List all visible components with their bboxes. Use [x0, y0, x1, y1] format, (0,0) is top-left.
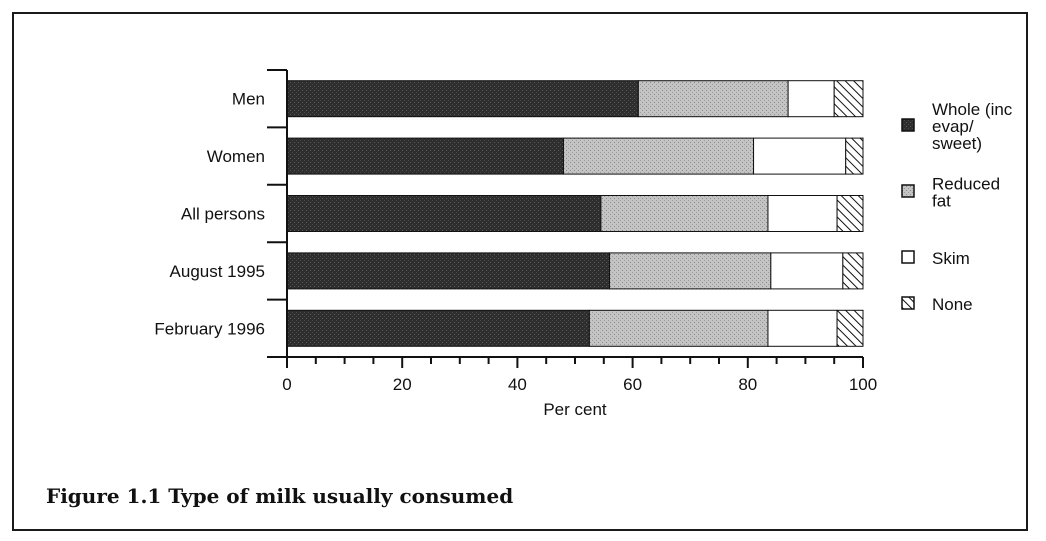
bar-segment-none-5: [836, 309, 864, 347]
legend-label: Reduced: [932, 175, 1000, 194]
y-tick-label: February 1996: [154, 319, 265, 338]
bar-segment-skim-5: [767, 309, 838, 347]
bar-segment-skim-1: [787, 80, 835, 118]
legend-label: None: [932, 295, 973, 314]
legend-label: evap/: [932, 117, 974, 136]
legend-label: Whole (inc: [932, 100, 1013, 119]
bar-segment-whole-4: [286, 252, 611, 290]
bar-segment-none-4: [842, 252, 864, 290]
legend-label: Skim: [932, 249, 970, 268]
y-tick-label: Men: [232, 90, 265, 109]
bar-segment-none-1: [833, 80, 864, 118]
figure-caption: Figure 1.1 Type of milk usually consumed: [46, 484, 514, 508]
bar-segment-whole-3: [286, 195, 602, 232]
legend-item-skim: Skim: [901, 249, 970, 268]
x-tick-label: 40: [508, 375, 527, 394]
bar-segment-whole-5: [286, 309, 590, 347]
bar-segment-reduced-4: [609, 252, 772, 290]
legend-swatch: [901, 184, 915, 198]
bar-segment-whole-2: [286, 137, 564, 175]
bar-segment-skim-2: [753, 137, 847, 175]
x-tick-label: 100: [849, 375, 877, 394]
legend-label: fat: [932, 192, 951, 211]
x-tick-label: 80: [738, 375, 757, 394]
y-tick-label: Women: [207, 147, 265, 166]
y-tick-label: August 1995: [170, 262, 265, 281]
bar-segment-skim-4: [770, 252, 844, 290]
bar-segment-reduced-5: [588, 309, 769, 347]
legend-swatch: [901, 118, 915, 132]
bar-segment-reduced-1: [637, 80, 789, 118]
bar-segment-skim-3: [767, 195, 838, 232]
x-tick-label: 0: [282, 375, 291, 394]
y-tick-label: All persons: [181, 205, 265, 224]
x-tick-label: 20: [393, 375, 412, 394]
legend-label: sweet): [932, 134, 982, 153]
bar-segment-none-3: [836, 195, 864, 232]
bar-segment-reduced-3: [600, 195, 769, 232]
bar-segment-reduced-2: [562, 137, 755, 175]
legend-item-none: None: [901, 295, 973, 314]
legend-swatch: [901, 296, 915, 310]
legend-swatch: [901, 250, 915, 264]
bar-segment-none-2: [845, 137, 864, 175]
stacked-bar-chart: Men Women All persons August 1995 February 1…: [154, 69, 1013, 419]
figure-frame: Men Women All persons August 1995 February 1…: [12, 12, 1028, 531]
x-tick-label: 60: [623, 375, 642, 394]
bar-segment-whole-1: [286, 80, 639, 118]
x-axis-label: Per cent: [543, 400, 607, 419]
